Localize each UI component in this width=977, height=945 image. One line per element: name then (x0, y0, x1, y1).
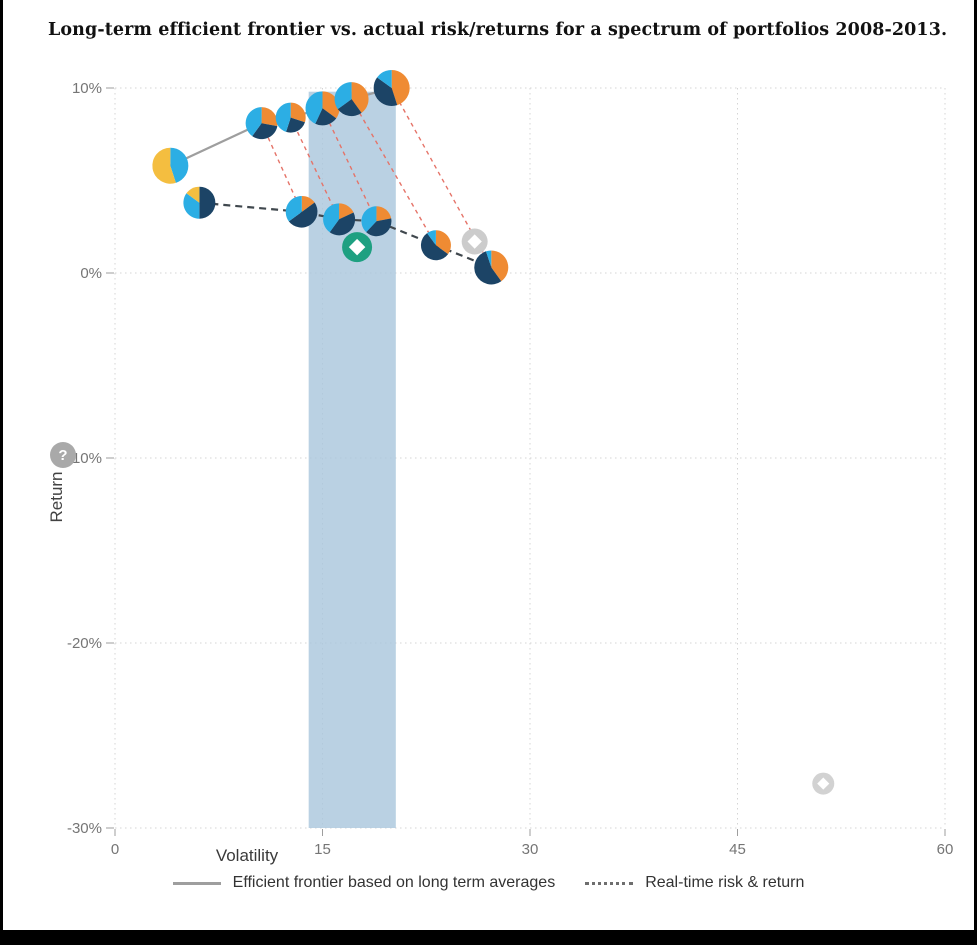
y-tick-label: 0% (80, 265, 102, 282)
pie-slice (373, 77, 398, 107)
portfolio-pie[interactable] (334, 82, 369, 117)
portfolio-pie[interactable] (275, 102, 306, 133)
portfolio-pie[interactable] (373, 70, 410, 107)
pie-slice (420, 233, 449, 261)
pie-slice (152, 147, 176, 184)
pie-slice (474, 251, 502, 285)
portfolio-pie[interactable] (183, 186, 216, 219)
pie-slice (334, 82, 352, 110)
legend-label-frontier: Efficient frontier based on long term av… (232, 874, 556, 891)
pie-slice (391, 70, 410, 106)
pie-slice (377, 70, 392, 88)
diamond-marker[interactable] (461, 228, 488, 255)
portfolio-pie[interactable] (361, 206, 392, 237)
pie-slice (285, 195, 302, 222)
highlight-band[interactable] (308, 91, 396, 828)
marker-diamond-glyph (817, 777, 830, 790)
pie-slice (491, 250, 509, 282)
y-tick-label: -30% (67, 820, 102, 837)
pie-slice (252, 123, 278, 140)
pie-slice (435, 230, 451, 255)
legend-item-realtime: Real-time risk & return (585, 874, 804, 892)
pie-slice (170, 147, 189, 183)
pie-slice (323, 203, 340, 233)
x-tick-label: 0 (111, 841, 119, 858)
pie-slice (261, 107, 278, 127)
pair-connector-line (321, 108, 378, 222)
pair-connector-line (290, 117, 340, 220)
pie-slice (486, 250, 492, 268)
pie-slice (290, 102, 306, 123)
portfolio-pie[interactable] (305, 91, 340, 126)
pie-slice (183, 193, 200, 219)
legend-label-realtime: Real-time risk & return (645, 874, 805, 891)
chart-title: Long-term efficient frontier vs. actual … (48, 20, 948, 40)
pie-slice (186, 186, 200, 203)
pie-slice (361, 206, 377, 233)
pie-slice (305, 91, 323, 124)
marker-diamond-glyph (467, 234, 482, 249)
x-tick-label: 30 (522, 841, 539, 858)
window-border-bottom (0, 930, 977, 945)
legend: Efficient frontier based on long term av… (0, 874, 977, 892)
pie-slice (376, 206, 392, 222)
pie-slice (301, 195, 315, 212)
legend-item-frontier: Efficient frontier based on long term av… (172, 874, 556, 892)
y-tick-label: -20% (67, 635, 102, 652)
marker-diamond-glyph (348, 238, 366, 256)
portfolio-pie[interactable] (323, 203, 356, 236)
pie-slice (288, 202, 318, 228)
pie-slice (315, 108, 337, 126)
pie-slice (337, 99, 362, 117)
portfolio-pie[interactable] (245, 107, 278, 140)
pie-slice (286, 117, 305, 133)
pie-slice (329, 212, 356, 236)
x-tick-label: 45 (729, 841, 746, 858)
x-tick-label: 60 (937, 841, 954, 858)
pie-slice (275, 102, 291, 132)
dashed-line-swatch (585, 881, 634, 885)
portfolio-pie[interactable] (285, 195, 318, 228)
solid-line-swatch (172, 881, 221, 885)
diamond-marker[interactable] (342, 232, 373, 263)
diamond-marker[interactable] (812, 772, 835, 795)
pair-connector-line (260, 122, 303, 213)
y-axis-label: Return (47, 471, 66, 523)
help-icon[interactable]: ? (50, 442, 76, 468)
y-tick-label: 10% (72, 80, 102, 97)
x-axis-label: Volatility (215, 846, 279, 865)
x-tick-label: 15 (314, 841, 331, 858)
window-border-left (0, 0, 3, 945)
portfolio-pie[interactable] (420, 230, 451, 261)
pie-slice (339, 203, 354, 220)
pie-slice (351, 82, 369, 113)
pie-slice (199, 186, 216, 219)
portfolio-pie[interactable] (474, 250, 509, 285)
portfolio-pie[interactable] (152, 147, 189, 184)
pie-slice (366, 218, 392, 237)
window-border-right (974, 0, 977, 945)
pie-slice (245, 107, 262, 137)
pie-slice (427, 230, 436, 246)
